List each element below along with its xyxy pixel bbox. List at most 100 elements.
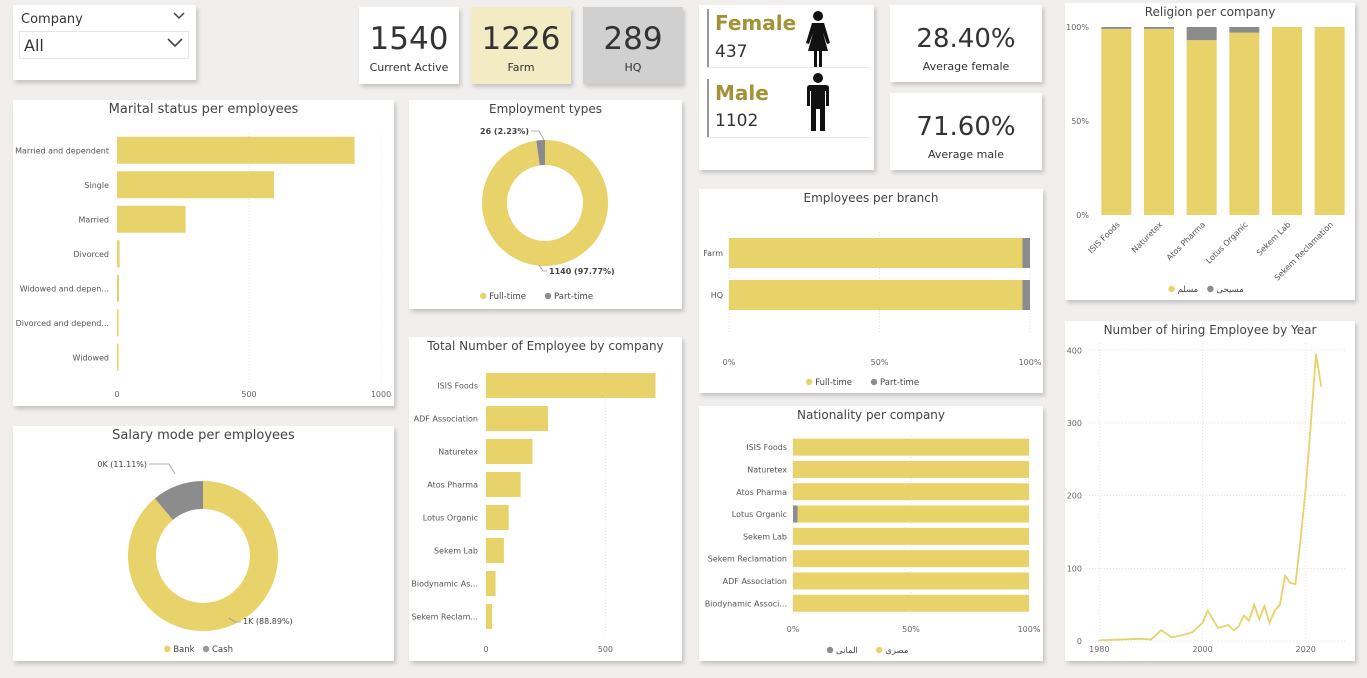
bar (117, 171, 275, 199)
female-icon (803, 11, 833, 71)
bar (117, 309, 119, 337)
bar-segment (793, 527, 1029, 545)
bar-segment (797, 505, 1029, 523)
category-label: Lotus Organic (1204, 220, 1249, 265)
bar (486, 604, 492, 629)
female-count: 437 (715, 42, 748, 62)
category-label: Naturetex (747, 465, 787, 474)
legend-marker (870, 378, 878, 386)
category-label: Married (79, 215, 109, 224)
bar-segment (793, 505, 798, 523)
x-tick-label: 500 (241, 390, 256, 399)
x-tick-label: 1980 (1089, 645, 1109, 654)
average-female-value: 28.40% (916, 24, 1016, 54)
bar-segment (1186, 40, 1217, 215)
kpi-value: 289 (603, 21, 663, 57)
bar-segment (793, 438, 1029, 456)
employment-chart: Full-time Part-time 26 (2.23%) 1140 (97.77%… (480, 127, 615, 302)
category-label: Lotus Organic (423, 514, 478, 523)
category-label: Farm (703, 249, 723, 258)
male-count: 1102 (715, 111, 759, 131)
legend-marker (202, 645, 210, 653)
dropdown-value: All (24, 36, 44, 55)
company-chart-card: Total Number of Employee by company 0 500… (409, 337, 682, 661)
kpi-hq: 289 HQ (583, 7, 683, 84)
donut-slice (154, 481, 203, 520)
category-label: Naturetex (438, 448, 478, 457)
male-label: Male (715, 81, 769, 105)
legend-label: Full-time (489, 292, 526, 302)
bar-segment (793, 594, 1029, 612)
y-tick-label: 50% (1071, 117, 1089, 126)
category-label: Widowed (73, 353, 109, 362)
x-tick-label: 50% (902, 625, 920, 634)
category-label: Atos Pharma (427, 481, 478, 490)
x-tick-label: 500 (598, 645, 613, 654)
legend-marker (544, 292, 552, 300)
dropdown-chevron-icon[interactable] (166, 34, 184, 53)
legend-label: Part-time (554, 292, 593, 302)
gender-accent-bar (707, 9, 709, 67)
y-tick-label: 100 (1067, 564, 1082, 573)
kpi-label: HQ (624, 61, 642, 74)
bar (117, 205, 186, 233)
average-male-value: 71.60% (916, 112, 1016, 142)
bar (117, 136, 355, 164)
legend-label: مسيحى (1216, 285, 1243, 295)
category-label: Widowed and depen... (20, 284, 109, 293)
category-label: Sekem Lab (743, 532, 787, 541)
x-tick-label: 0 (483, 645, 488, 654)
average-female-label: Average female (922, 60, 1010, 73)
category-label: Married and dependent (15, 146, 109, 155)
bar-segment (1022, 238, 1030, 268)
chart-title: Employment types (489, 102, 602, 116)
bar (117, 274, 120, 302)
chart-title: Employees per branch (803, 191, 939, 205)
bar-segment (1101, 27, 1132, 29)
category-label: Divorced and depend... (16, 319, 109, 328)
bar-segment (1186, 27, 1217, 41)
category-label: Sekem Reclamation (708, 555, 787, 564)
company-chart: 0 500 ISIS Foods ADF Association Naturetex At… (411, 369, 656, 654)
leader-line (538, 264, 547, 272)
x-tick-label: 50% (871, 358, 889, 367)
bar-segment (729, 280, 1023, 310)
chevron-down-icon[interactable] (172, 10, 186, 24)
category-label: Lotus Organic (732, 510, 787, 519)
bar-segment (793, 550, 1029, 568)
y-tick-label: 200 (1067, 492, 1082, 501)
religion-chart: مسلم مسيحى 0% 50% 100% ISIS Foods Naturetex Ato… (1066, 23, 1345, 295)
legend-label: Cash (212, 645, 233, 655)
category-label: Atos Pharma (736, 488, 787, 497)
y-tick-label: 100% (1066, 23, 1089, 32)
company-dropdown[interactable]: All (19, 31, 189, 59)
series-line (1099, 353, 1323, 642)
bar (117, 240, 120, 268)
category-label: Biodynamic Associ... (705, 599, 787, 608)
donut-slice (536, 140, 545, 166)
legend-marker (1168, 285, 1175, 293)
x-tick-label: 0% (787, 625, 800, 634)
kpi-value: 1540 (369, 21, 449, 57)
religion-chart-card: Religion per company مسلم مسيحى 0% 50% 100% I… (1065, 3, 1355, 300)
legend-label: مسلم (1178, 285, 1199, 295)
bar-segment (793, 483, 1029, 501)
average-female-card: 28.40% Average female (890, 5, 1042, 82)
x-tick-label: 1000 (371, 390, 391, 399)
bar-segment (1144, 27, 1174, 29)
bar (486, 538, 504, 563)
bar-segment (1144, 28, 1174, 215)
legend-label: Bank (173, 645, 194, 655)
legend-label: المانى (836, 646, 858, 656)
bar (486, 406, 549, 431)
chart-title: Total Number of Employee by company (427, 339, 664, 353)
category-label: ADF Association (414, 415, 478, 424)
data-label: 26 (2.23%) (480, 127, 529, 136)
bar-segment (1272, 27, 1302, 215)
bar (486, 373, 656, 398)
data-label: 1140 (97.77%) (549, 267, 615, 276)
bar-segment (793, 460, 1029, 478)
category-label: ISIS Foods (437, 382, 478, 391)
gender-accent-bar (707, 79, 709, 137)
x-tick-label: 0 (114, 390, 119, 399)
